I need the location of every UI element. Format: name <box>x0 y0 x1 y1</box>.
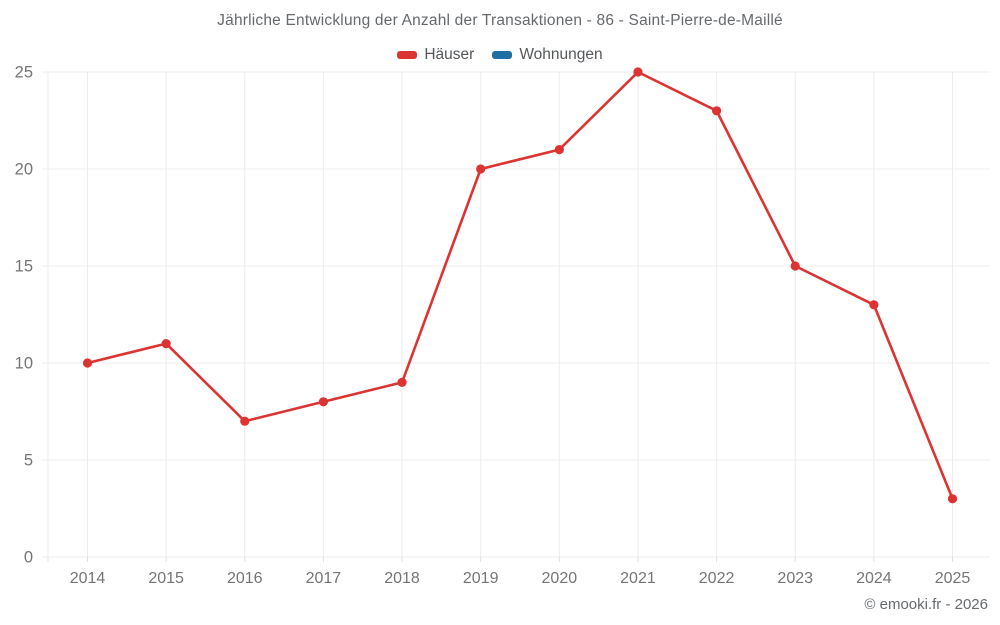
legend-label-wohnungen: Wohnungen <box>519 46 603 63</box>
y-axis-tick-label: 10 <box>15 355 33 373</box>
x-axis-tick-label: 2025 <box>935 570 971 587</box>
data-point[interactable] <box>633 67 643 77</box>
x-axis-tick-label: 2023 <box>777 570 813 587</box>
y-axis-tick-label: 20 <box>15 161 33 179</box>
chart-title: Jährliche Entwicklung der Anzahl der Tra… <box>217 12 783 29</box>
data-point[interactable] <box>869 300 879 310</box>
x-axis-tick-label: 2015 <box>148 570 184 587</box>
y-axis-tick-label: 25 <box>15 64 33 82</box>
data-point[interactable] <box>790 261 800 271</box>
y-axis-tick-label: 15 <box>15 258 33 276</box>
x-axis-tick-label: 2024 <box>856 570 892 587</box>
x-axis-tick-label: 2021 <box>620 570 656 587</box>
data-point[interactable] <box>318 397 329 407</box>
data-point[interactable] <box>82 358 93 368</box>
legend-swatch-wohnungen <box>492 51 513 59</box>
x-axis-tick-label: 2022 <box>699 570 735 587</box>
y-axis-tick-label: 5 <box>24 452 33 470</box>
data-point[interactable] <box>240 416 250 426</box>
data-point[interactable] <box>476 164 486 174</box>
x-axis-tick-label: 2014 <box>70 570 106 587</box>
x-axis-tick-label: 2019 <box>463 570 499 587</box>
series-line <box>86 70 954 501</box>
legend: Häuser Wohnungen <box>0 46 1000 64</box>
legend-item-wohnungen[interactable]: Wohnungen <box>492 46 603 64</box>
legend-label-haeuser: Häuser <box>424 46 475 63</box>
x-axis-tick-label: 2016 <box>227 570 263 587</box>
copyright-credit: © emooki.fr - 2026 <box>864 596 988 613</box>
legend-swatch-haeuser <box>397 51 418 59</box>
data-point[interactable] <box>397 377 407 387</box>
data-point[interactable] <box>161 339 171 349</box>
y-axis-tick-label: 0 <box>24 549 33 567</box>
x-axis-tick-label: 2020 <box>542 570 578 587</box>
x-axis-tick-label: 2018 <box>384 570 420 587</box>
x-axis-tick-label: 2017 <box>306 570 342 587</box>
legend-item-haeuser[interactable]: Häuser <box>397 46 474 64</box>
data-point[interactable] <box>554 145 564 155</box>
data-point[interactable] <box>947 494 958 504</box>
data-point[interactable] <box>711 106 722 116</box>
